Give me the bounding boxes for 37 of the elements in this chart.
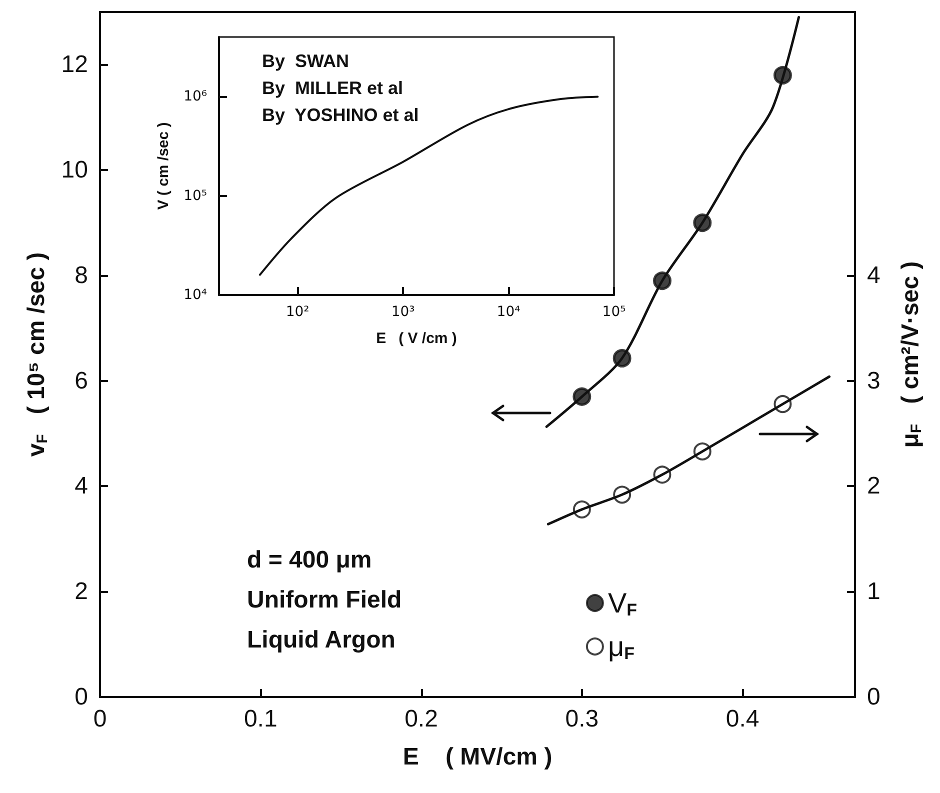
y-tick-label: 2 (74, 578, 88, 606)
x-tick-label: 0.1 (244, 706, 278, 732)
y-tick-label: 12 (61, 51, 88, 78)
x-axis-title: E ( V /cm ) (376, 330, 457, 347)
x-tick-label: 0.4 (726, 706, 760, 732)
annotation: By YOSHINO et al (262, 105, 419, 125)
y-tick-label: 0 (74, 684, 88, 710)
x-tick-label: 10² (286, 304, 310, 320)
x-tick-label: 0.3 (565, 706, 599, 732)
y2-tick-label: 3 (867, 367, 880, 394)
annotation: Uniform Field (247, 586, 402, 614)
y-tick-label: 10 (61, 156, 88, 184)
y2-tick-label: 1 (867, 578, 880, 606)
x-tick-label: 10⁴ (496, 304, 521, 320)
y-tick-label: 10⁴ (184, 287, 208, 303)
y-tick-label: 6 (74, 367, 88, 394)
y-axis-title: V ( cm /sec ) (155, 122, 172, 210)
y2-tick-label: 0 (867, 684, 880, 710)
y2-tick-label: 2 (867, 472, 880, 500)
y2-tick-label: 4 (867, 262, 880, 289)
line-series (546, 375, 831, 526)
x-tick-label: 0 (93, 706, 107, 732)
text: μF ( cm²/V·sec ) (897, 261, 925, 448)
y-tick-label: 10⁵ (184, 188, 207, 204)
y-tick-label: 8 (74, 262, 88, 289)
line-series (545, 16, 800, 428)
annotation: By SWAN (262, 51, 350, 71)
text: vF ( 10⁵ cm /sec ) (23, 252, 51, 457)
y-tick-label: 10⁶ (184, 88, 208, 105)
x-tick-label: 10⁵ (602, 304, 626, 320)
annotation: Liquid Argon (247, 626, 396, 654)
annotation: By MILLER et al (262, 78, 404, 98)
x-tick-label: 0.2 (404, 706, 438, 732)
x-axis-title: E ( MV/cm ) (402, 744, 552, 770)
y-tick-label: 4 (74, 472, 88, 500)
x-tick-label: 10³ (391, 304, 415, 320)
annotation: d = 400 μm (247, 546, 372, 574)
